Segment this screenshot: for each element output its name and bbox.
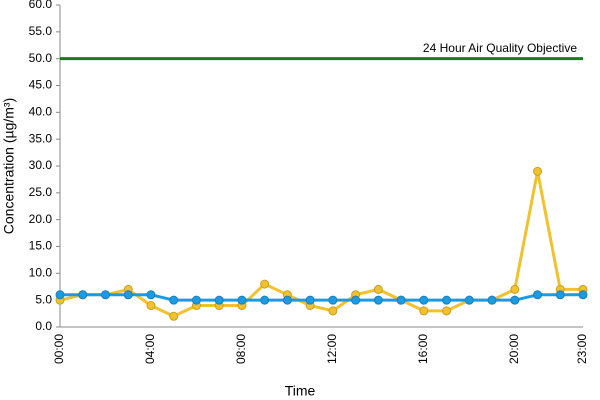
data-point [214, 295, 224, 305]
data-point [419, 295, 429, 305]
data-point [373, 295, 383, 305]
y-tick-label: 5.0 [35, 292, 52, 306]
data-point [78, 290, 88, 300]
y-tick-label: 35.0 [29, 131, 53, 145]
data-point [169, 295, 179, 305]
y-tick-label: 20.0 [29, 212, 53, 226]
x-tick-label: 04:00 [143, 334, 157, 364]
y-axis-title: Concentration (µg/m³) [1, 98, 17, 234]
data-point [169, 311, 179, 321]
data-point [510, 295, 520, 305]
y-tick-label: 60.0 [29, 0, 53, 11]
data-point [328, 306, 338, 316]
data-point [328, 295, 338, 305]
data-point [533, 166, 543, 176]
data-point [396, 295, 406, 305]
y-tick-label: 55.0 [29, 24, 53, 38]
data-point [510, 284, 520, 294]
y-tick-label: 40.0 [29, 105, 53, 119]
y-tick-label: 30.0 [29, 158, 53, 172]
data-point [305, 295, 315, 305]
y-tick-label: 45.0 [29, 78, 53, 92]
data-point [464, 295, 474, 305]
data-point [487, 295, 497, 305]
x-tick-label: 08:00 [234, 334, 248, 364]
data-point [100, 290, 110, 300]
data-point [419, 306, 429, 316]
data-point [373, 284, 383, 294]
y-tick-label: 15.0 [29, 239, 53, 253]
data-point [442, 295, 452, 305]
data-point [237, 295, 247, 305]
data-point [146, 301, 156, 311]
data-point [260, 279, 270, 289]
data-point [55, 290, 65, 300]
x-tick-label: 16:00 [416, 334, 430, 364]
data-point [555, 290, 565, 300]
x-tick-label: 20:00 [507, 334, 521, 364]
data-point [578, 290, 588, 300]
y-tick-label: 0.0 [35, 319, 52, 333]
y-tick-label: 10.0 [29, 266, 53, 280]
x-tick-label: 00:00 [52, 334, 66, 364]
y-tick-label: 25.0 [29, 185, 53, 199]
y-tick-label: 50.0 [29, 51, 53, 65]
data-point [146, 290, 156, 300]
x-tick-label: 12:00 [325, 334, 339, 364]
reference-label: 24 Hour Air Quality Objective [423, 41, 577, 55]
data-point [282, 295, 292, 305]
data-point [351, 295, 361, 305]
data-point [260, 295, 270, 305]
data-point [533, 290, 543, 300]
x-axis-title: Time [285, 383, 316, 399]
data-point [442, 306, 452, 316]
x-tick-label: 23:00 [575, 334, 589, 364]
data-point [191, 295, 201, 305]
data-point [123, 290, 133, 300]
